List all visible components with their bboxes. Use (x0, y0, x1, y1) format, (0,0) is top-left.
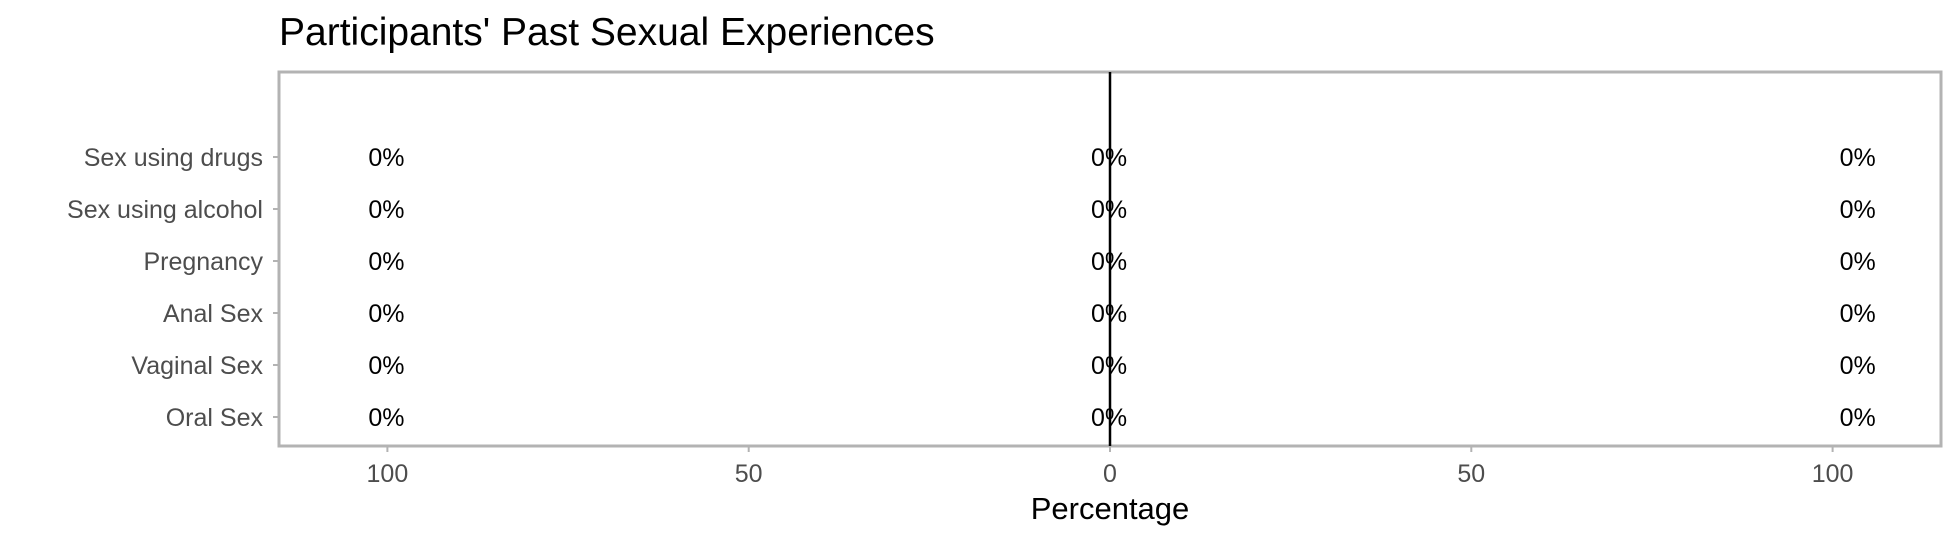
data-label: 0% (1091, 300, 1127, 328)
data-label: 0% (368, 196, 404, 224)
data-label: 0% (368, 352, 404, 380)
category-label: Sex using drugs (84, 144, 263, 172)
x-tick-label: 100 (1812, 460, 1854, 488)
category-label: Vaginal Sex (131, 352, 263, 380)
x-tick-label: 50 (1457, 460, 1485, 488)
data-label: 0% (1840, 352, 1876, 380)
x-axis-title: Percentage (1031, 491, 1190, 526)
x-tick-label: 100 (367, 460, 409, 488)
data-label: 0% (1091, 352, 1127, 380)
data-label: 0% (1091, 248, 1127, 276)
data-label: 0% (368, 300, 404, 328)
data-label: 0% (368, 248, 404, 276)
data-label: 0% (368, 144, 404, 172)
data-label: 0% (1840, 248, 1876, 276)
data-label: 0% (1091, 144, 1127, 172)
x-tick-labels: 100 50 0 50 100 (367, 460, 1854, 488)
data-label: 0% (1840, 144, 1876, 172)
category-label: Pregnancy (143, 248, 263, 276)
chart-title: Participants' Past Sexual Experiences (279, 11, 935, 54)
category-label: Oral Sex (166, 404, 264, 432)
data-label: 0% (1840, 300, 1876, 328)
data-label: 0% (1091, 404, 1127, 432)
data-label: 0% (1840, 404, 1876, 432)
data-label: 0% (1091, 196, 1127, 224)
data-label: 0% (1840, 196, 1876, 224)
x-tick-label: 0 (1103, 460, 1117, 488)
category-label: Anal Sex (163, 300, 264, 328)
category-labels: Oral Sex Vaginal Sex Anal Sex Pregnancy Sex … (67, 144, 263, 432)
x-tick-label: 50 (735, 460, 763, 488)
category-label: Sex using alcohol (67, 196, 263, 224)
data-labels: 0% 0% 0% 0% 0% 0% 0% 0% 0% 0% 0% 0% 0% 0% 0% 0% 0% 0% (368, 144, 1875, 432)
data-label: 0% (368, 404, 404, 432)
